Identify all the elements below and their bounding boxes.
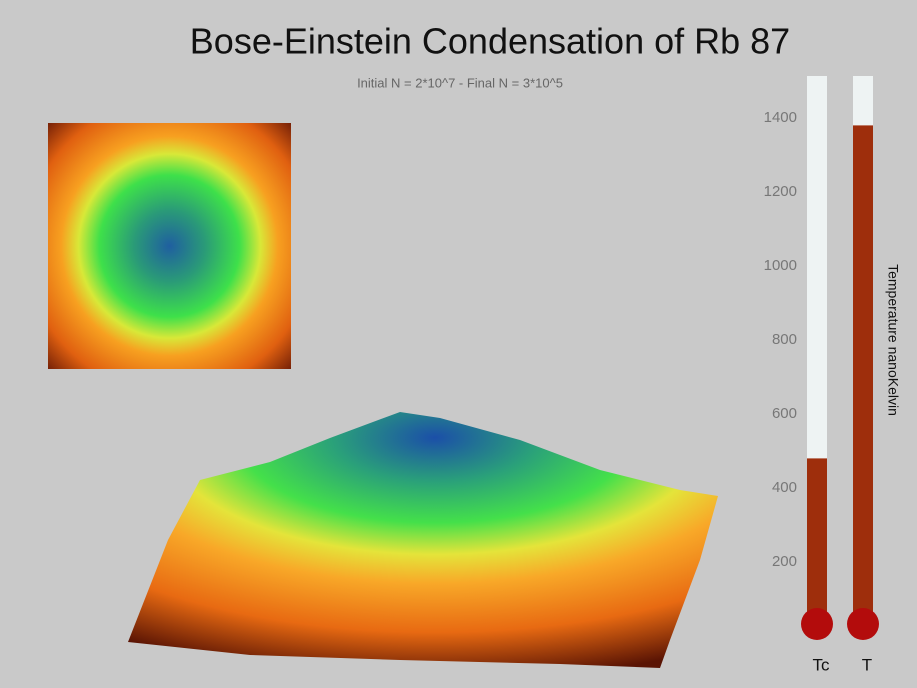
chart-subtitle: Initial N = 2*10^7 - Final N = 3*10^5	[357, 75, 563, 90]
y-tick-label: 1200	[764, 183, 797, 200]
y-tick-label: 800	[772, 331, 797, 348]
chart-title: Bose-Einstein Condensation of Rb 87	[190, 21, 790, 62]
y-tick-label: 1400	[764, 109, 797, 126]
y-tick-label: 200	[772, 553, 797, 570]
y-tick-label: 600	[772, 405, 797, 422]
bulb	[801, 608, 833, 640]
y-tick-label: 400	[772, 479, 797, 496]
bar	[853, 125, 873, 625]
absorption-image	[48, 123, 291, 369]
density-surface	[128, 412, 718, 668]
bulb	[847, 608, 879, 640]
x-tick-label: T	[862, 655, 872, 674]
x-tick-label: Tc	[813, 655, 831, 674]
bar	[807, 458, 827, 624]
y-axis-label: Temperature nanoKelvin	[885, 264, 901, 416]
y-tick-label: 1000	[764, 257, 797, 274]
